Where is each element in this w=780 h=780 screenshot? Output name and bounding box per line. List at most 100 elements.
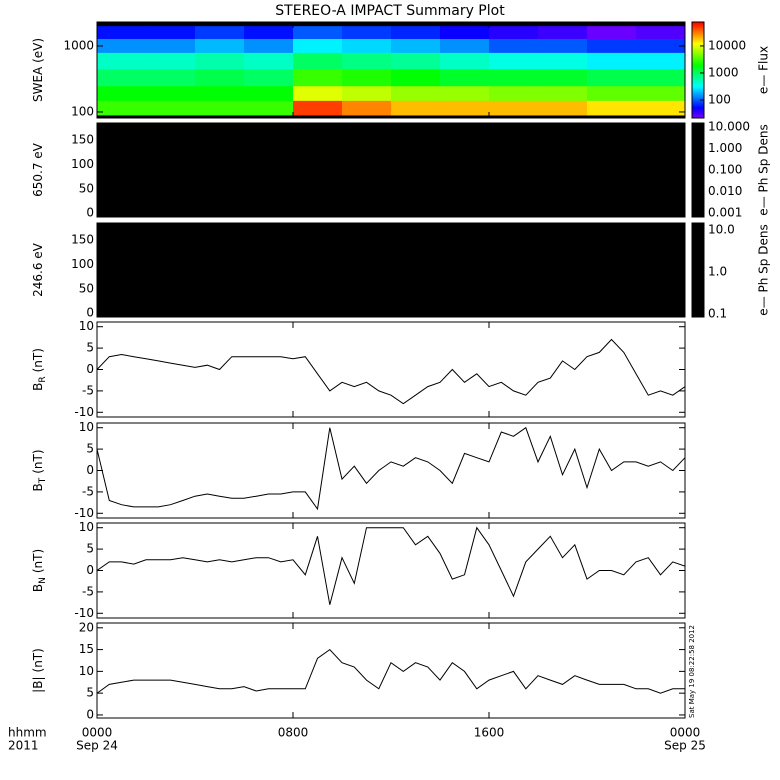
colorbar-step: [692, 74, 704, 77]
heatmap-cell: [489, 100, 539, 116]
colorbar-step: [692, 98, 704, 101]
y-tick-label: 5: [86, 542, 94, 556]
y-tick-label: 100: [71, 257, 94, 271]
heatmap-cell: [391, 100, 441, 116]
heatmap-cell: [587, 85, 637, 101]
y-tick-label: 100: [71, 104, 94, 118]
colorbar-step: [692, 30, 704, 33]
x-axis-year: 2011: [8, 739, 39, 753]
heatmap-cell: [587, 38, 637, 53]
heatmap-cell: [636, 26, 685, 39]
heatmap-cell: [195, 52, 245, 70]
panel-frame: [96, 21, 686, 119]
colorbar-step: [692, 40, 704, 43]
y-tick-label: 10: [79, 420, 94, 434]
colorbar-step: [692, 116, 704, 119]
colorbar-step: [692, 86, 704, 89]
x-tick-label: 0000: [82, 726, 113, 740]
heatmap-cell: [538, 26, 588, 39]
heatmap-cell: [97, 52, 147, 70]
y-tick-label: 150: [71, 233, 94, 247]
y-label-unit: (nT): [31, 348, 45, 372]
colorbar-step: [692, 66, 704, 69]
y-label-main: B: [31, 383, 45, 391]
heatmap-cell: [440, 85, 490, 101]
x-axis-label: hhmm: [8, 726, 47, 740]
heatmap-cell: [636, 100, 685, 116]
heatmap-cell: [97, 38, 147, 53]
y-tick-label: 0: [86, 206, 94, 220]
heatmap-cell: [440, 52, 490, 70]
y-tick-label: 50: [79, 181, 94, 195]
colorbar-step: [692, 52, 704, 55]
heatmap-cell: [146, 52, 196, 70]
y-label-sub: N: [38, 577, 48, 584]
heatmap-cell: [293, 68, 343, 87]
heatmap-cell: [195, 85, 245, 101]
colorbar-label: e— Ph Sp Dens: [757, 124, 771, 215]
colorbar-step: [692, 36, 704, 39]
heatmap-cell: [146, 100, 196, 116]
y-label-main: 650.7 eV: [31, 142, 45, 197]
panel-frame: [96, 222, 686, 318]
heatmap-cell: [195, 38, 245, 53]
colorbar: [692, 123, 704, 217]
colorbar-step: [692, 114, 704, 117]
colorbar-step: [692, 32, 704, 35]
colorbar-step: [692, 92, 704, 95]
heatmap-cell: [342, 100, 392, 116]
y-tick-label: -5: [82, 484, 94, 498]
y-tick-label: -5: [82, 584, 94, 598]
line-series: [97, 426, 685, 511]
y-axis-label: BN (nT): [31, 549, 48, 592]
y-tick-label: 150: [71, 133, 94, 147]
heatmap-cell: [636, 85, 685, 101]
colorbar-step: [692, 88, 704, 91]
heatmap-cell: [440, 68, 490, 87]
heatmap-cell: [244, 85, 294, 101]
y-tick-label: 5: [86, 686, 94, 700]
heatmap-cell: [293, 52, 343, 70]
panel-frame: [96, 122, 686, 218]
y-axis-label: 246.6 eV: [31, 242, 45, 297]
colorbar-step: [692, 78, 704, 81]
colorbar-step: [692, 104, 704, 107]
y-label-main: |B|: [31, 676, 45, 692]
colorbar-step: [692, 76, 704, 79]
colorbar-step: [692, 108, 704, 111]
heatmap-cell: [97, 68, 147, 87]
colorbar-step: [692, 82, 704, 85]
colorbar-step: [692, 96, 704, 99]
y-tick-label: 10: [79, 520, 94, 534]
heatmap-cell: [391, 38, 441, 53]
heatmap-cell: [489, 68, 539, 87]
heatmap-cell: [97, 85, 147, 101]
colorbar-step: [692, 62, 704, 65]
colorbar-step: [692, 22, 704, 25]
heatmap-cell: [342, 85, 392, 101]
y-tick-label: 1000: [63, 38, 94, 52]
heatmap-cell: [195, 26, 245, 39]
y-label-sub: T: [38, 477, 48, 484]
line-series: [97, 648, 685, 694]
y-tick-label: 10: [79, 664, 94, 678]
heatmap-cell: [636, 68, 685, 87]
colorbar-tick-label: 1000: [708, 65, 739, 79]
y-tick-label: 0: [86, 463, 94, 477]
line-series: [97, 526, 685, 605]
heatmap-cell: [97, 26, 147, 39]
heatmap-cell: [538, 85, 588, 101]
heatmap-cell: [636, 38, 685, 53]
panel-frame: [96, 622, 686, 719]
x-date-label: Sep 25: [664, 739, 706, 753]
heatmap-cell: [293, 100, 343, 116]
heatmap-cell: [391, 26, 441, 39]
heatmap-cell: [538, 68, 588, 87]
heatmap-cell: [146, 38, 196, 53]
y-axis-label: BR (nT): [31, 348, 48, 391]
heatmap-cell: [195, 100, 245, 116]
heatmap-cell: [587, 52, 637, 70]
heatmap-cell: [391, 52, 441, 70]
heatmap-cell: [146, 85, 196, 101]
colorbar-step: [692, 84, 704, 87]
